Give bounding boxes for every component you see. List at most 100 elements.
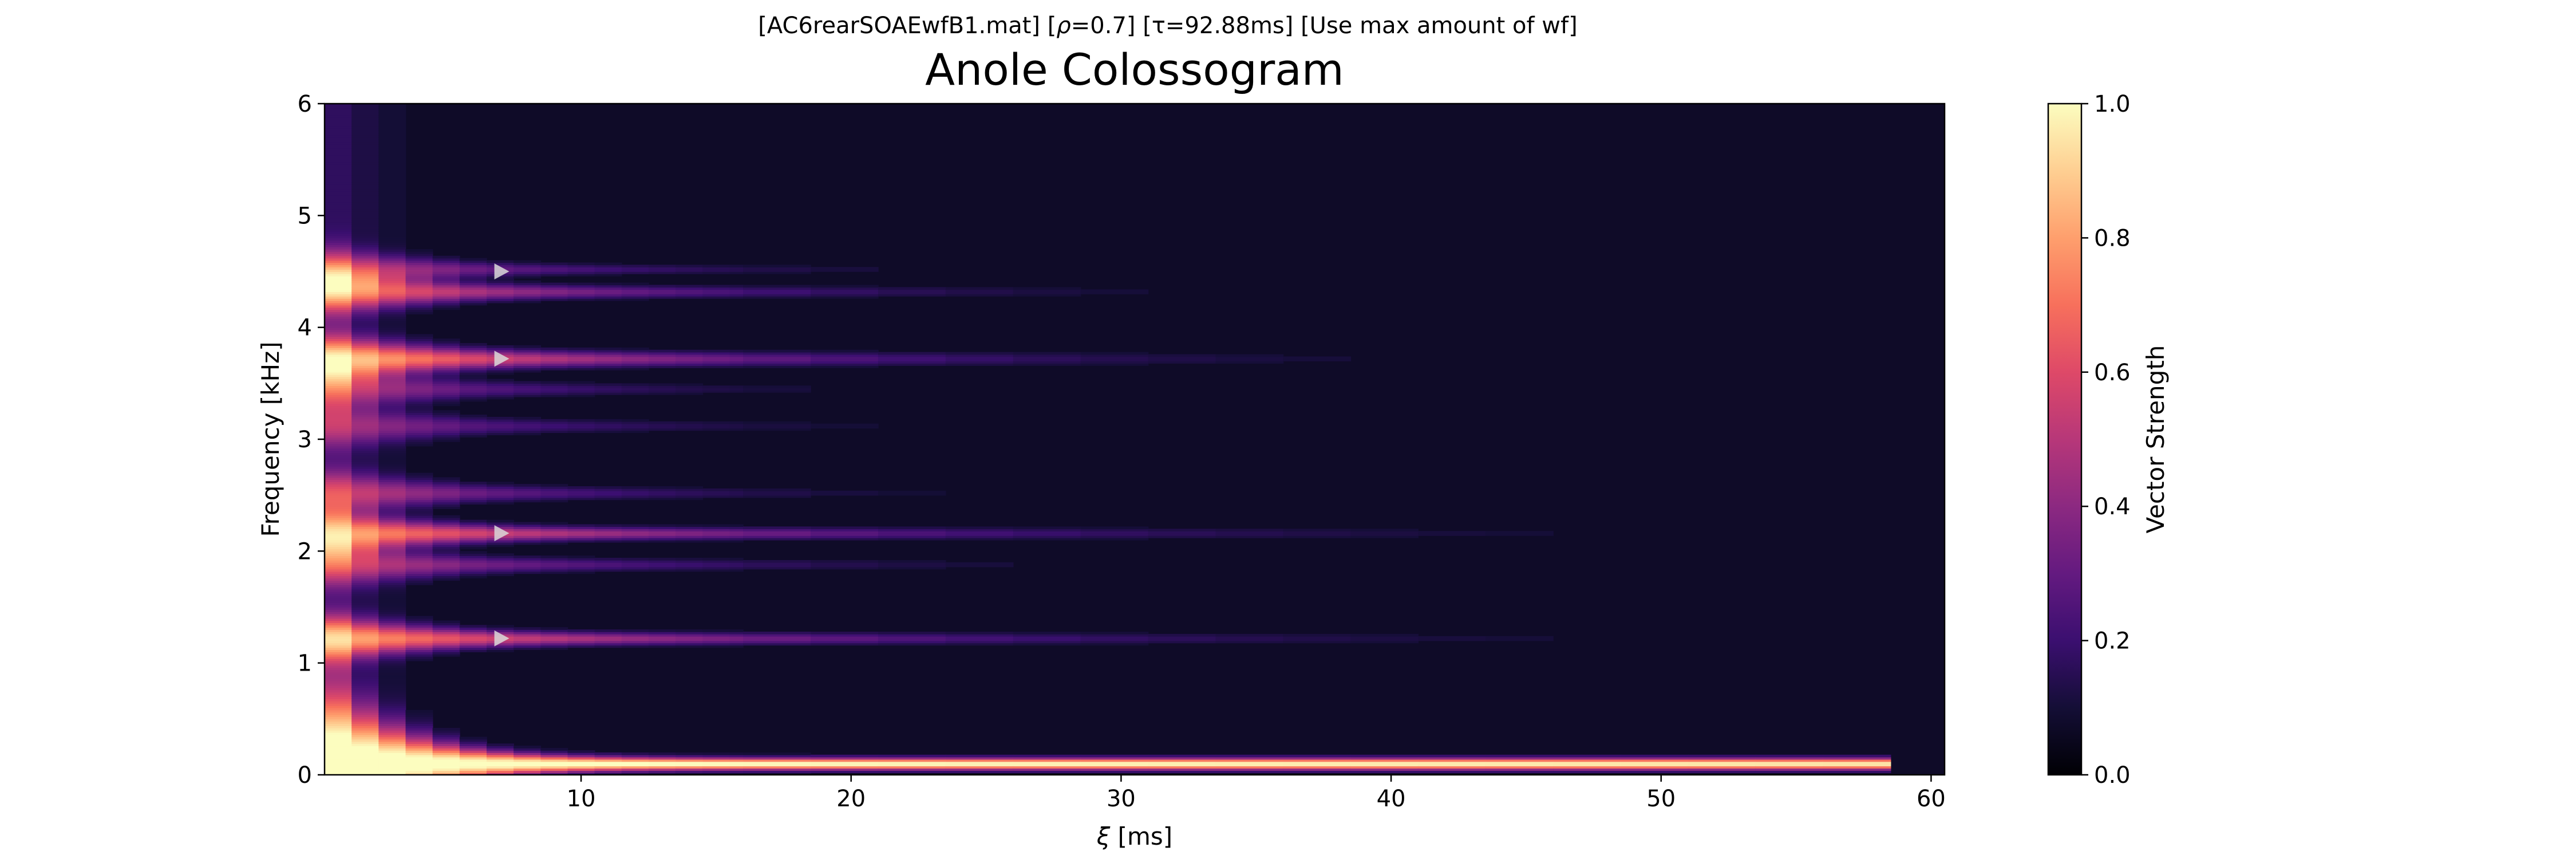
heatmap-cell (675, 533, 704, 536)
heatmap-cell (351, 629, 380, 632)
heatmap-cell (325, 258, 352, 261)
heatmap-cell (378, 726, 406, 728)
heatmap-cell (702, 761, 730, 765)
heatmap-cell (351, 157, 380, 160)
heatmap-cell (405, 638, 433, 641)
heatmap-cell (743, 768, 811, 771)
heatmap-cell (432, 506, 460, 509)
heatmap-cell (513, 761, 542, 765)
heatmap-cell (378, 446, 406, 449)
heatmap-cell (378, 341, 406, 344)
heatmap-cell (378, 522, 406, 525)
heatmap-cell (675, 492, 704, 496)
heatmap-cell (405, 580, 433, 583)
heatmap-cell (325, 477, 352, 480)
heatmap-cell (567, 636, 595, 639)
colorbar-tick-label: 0.8 (2094, 225, 2131, 251)
heatmap-cell (351, 663, 380, 666)
heatmap-cell (378, 249, 406, 252)
heatmap-cell (487, 275, 514, 279)
heatmap-cell (325, 285, 352, 288)
heatmap-cell (729, 752, 744, 755)
heatmap-cell (378, 312, 406, 315)
heatmap-cell (459, 770, 487, 773)
heatmap-cell (378, 251, 406, 254)
heatmap-cell (378, 605, 406, 608)
heatmap-cell (649, 531, 676, 534)
heatmap-cell (1823, 756, 1891, 760)
heatmap-cell (405, 714, 433, 718)
heatmap-cell (378, 327, 406, 330)
heatmap-cell (513, 488, 542, 491)
heatmap-cell (675, 558, 704, 561)
heatmap-cell (513, 766, 542, 769)
heatmap-cell (487, 291, 514, 294)
heatmap-cell (487, 569, 514, 572)
heatmap-cell (540, 537, 568, 541)
heatmap-cell (567, 269, 595, 272)
heatmap-cell (540, 750, 568, 753)
heatmap-cell (702, 768, 730, 771)
heatmap-cell (743, 356, 811, 360)
heatmap-cell (487, 645, 514, 648)
heatmap-cell (378, 186, 406, 190)
heatmap-cell (405, 562, 433, 565)
heatmap-cell (1621, 768, 1689, 771)
heatmap-cell (1148, 636, 1216, 639)
heatmap-cell (567, 282, 595, 286)
heatmap-cell (351, 773, 380, 775)
heatmap-cell (945, 631, 1014, 635)
heatmap-cell (1215, 529, 1284, 531)
heatmap-cell (459, 343, 487, 346)
heatmap-cell (351, 558, 380, 561)
heatmap-cell (567, 287, 595, 290)
heatmap-cell (351, 499, 380, 503)
heatmap-cell (325, 479, 352, 483)
heatmap-cell (702, 759, 730, 762)
heatmap-cell (878, 354, 946, 357)
heatmap-cell (405, 770, 433, 773)
heatmap-cell (325, 278, 352, 281)
heatmap-cell (378, 559, 406, 563)
heatmap-cell (378, 680, 406, 684)
heatmap-cell (325, 763, 352, 767)
heatmap-cell (405, 374, 433, 377)
heatmap-cell (351, 654, 380, 657)
heatmap-cell (1553, 754, 1621, 758)
heatmap-cell (325, 164, 352, 167)
heatmap-cell (487, 756, 514, 760)
heatmap-cell (351, 479, 380, 483)
heatmap-cell (459, 746, 487, 748)
heatmap-cell (432, 531, 460, 534)
heatmap-cell (378, 739, 406, 742)
heatmap-cell (378, 506, 406, 509)
heatmap-cell (811, 638, 879, 641)
heatmap-cell (351, 470, 380, 474)
heatmap-cell (945, 363, 1014, 366)
colorbar-label: Vector Strength (2142, 345, 2170, 534)
heatmap-cell (1283, 356, 1352, 360)
heatmap-cell (432, 258, 460, 261)
heatmap-cell (487, 770, 514, 773)
heatmap-cell (487, 392, 514, 395)
heatmap-cell (1148, 533, 1216, 536)
heatmap-cell (513, 627, 542, 630)
heatmap-cell (378, 128, 406, 131)
heatmap-cell (405, 287, 433, 290)
heatmap-cell (351, 750, 380, 753)
heatmap-cell (351, 712, 380, 715)
heatmap-cell (594, 633, 622, 637)
heatmap-cell (945, 633, 1014, 637)
heatmap-cell (378, 703, 406, 706)
heatmap-cell (621, 365, 649, 368)
heatmap-cell (325, 472, 352, 476)
heatmap-cell (351, 396, 380, 400)
heatmap-cell (729, 349, 744, 353)
heatmap-cell (325, 609, 352, 612)
heatmap-cell (325, 687, 352, 691)
heatmap-cell (513, 282, 542, 286)
heatmap-cell (325, 544, 352, 547)
heatmap-cell (405, 255, 433, 259)
heatmap-cell (1755, 766, 1824, 769)
heatmap-cell (729, 569, 744, 572)
